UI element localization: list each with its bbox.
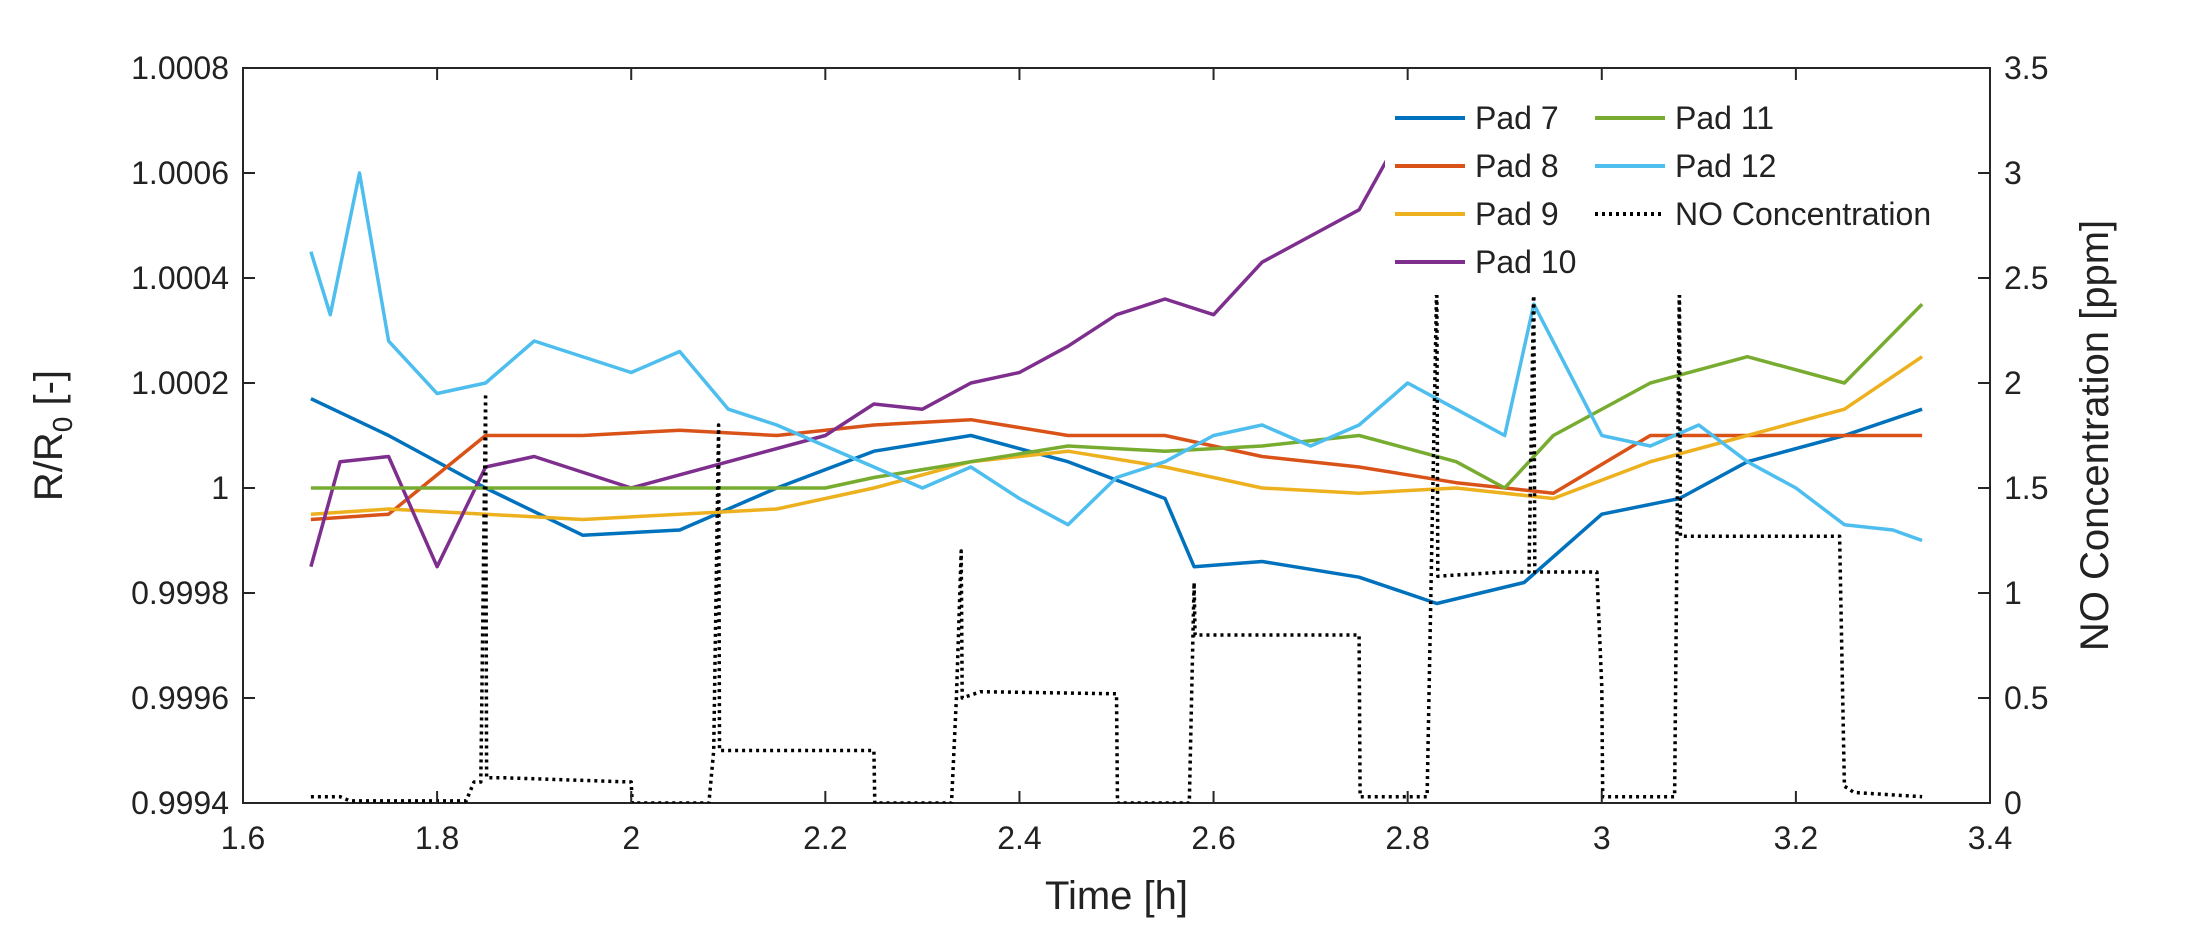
y-tick-label: 1.0004 [131,260,229,296]
x-tick-label: 2.6 [1191,820,1235,856]
y-tick-label: 1.0008 [131,50,229,86]
series-line-pad-12 [309,171,1923,543]
x-tick-label: 1.8 [415,820,459,856]
x-tick-label: 1.6 [221,820,265,856]
legend-label: Pad 12 [1675,148,1776,184]
legend: Pad 7 Pad 8 Pad 9 Pad 10 Pad 11 Pad 12 NO Conc… [1385,95,1970,295]
y-axis-label-suffix: [-] [27,370,71,417]
y2-tick-label: 1 [2004,575,2022,611]
y2-tick-label: 3 [2004,155,2022,191]
y-tick-label: 0.9996 [131,680,229,716]
legend-item-no-concentration: NO Concentration [1595,196,1931,232]
legend-item-pad-11: Pad 11 [1595,100,1774,136]
y2-tick-label: 2 [2004,365,2022,401]
y2-tick-label: 0 [2004,785,2022,821]
y-axis-label: R/R0 [-] [27,370,78,501]
x-tick-label: 2.8 [1385,820,1429,856]
legend-item-pad-12: Pad 12 [1595,148,1776,184]
y2-tick-label: 0.5 [2004,680,2048,716]
x-tick-label: 2.4 [997,820,1041,856]
x-tick-label: 3 [1593,820,1611,856]
legend-label: Pad 10 [1475,244,1576,280]
y-tick-label: 0.9998 [131,575,229,611]
series-line-pad-8 [310,417,1923,522]
x-tick-label: 2.2 [803,820,847,856]
y-tick-label: 1.0006 [131,155,229,191]
legend-item-pad-10: Pad 10 [1395,244,1576,280]
series-line-no-concentration [310,276,1923,803]
x-tick-label: 3.4 [1968,820,2012,856]
y-tick-label: 1.0002 [131,365,229,401]
series-line-pad-7 [310,397,1923,606]
legend-label: Pad 8 [1475,148,1559,184]
x-axis-label: Time [h] [1045,874,1188,918]
y-tick-label: 0.9994 [131,785,229,821]
series-line-pad-11 [310,302,1924,490]
legend-item-pad-8: Pad 8 [1395,148,1559,184]
y-axis-label-main: R/R [27,432,71,501]
legend-label: NO Concentration [1675,196,1931,232]
x-tick-label: 3.2 [1774,820,1818,856]
y-tick-label: 1 [211,470,229,506]
x-tick-label: 2 [622,820,640,856]
series-line-pad-9 [310,355,1924,522]
legend-label: Pad 9 [1475,196,1559,232]
series-line-pad-10 [309,155,1507,569]
legend-item-pad-9: Pad 9 [1395,196,1559,232]
legend-label: Pad 7 [1475,100,1559,136]
legend-item-pad-7: Pad 7 [1395,100,1559,136]
y-axis-label-subscript: 0 [47,417,78,433]
y2-tick-label: 1.5 [2004,470,2048,506]
series-layer [309,155,1924,803]
ticks-layer: 1.6 1.8 2 2.2 2.4 2.6 2.8 3 3.2 3.4 0.9994 0.9996 0.… [131,50,2048,856]
y2-tick-label: 2.5 [2004,260,2048,296]
y2-axis-label: NO Concentration [ppm] [2073,220,2117,651]
legend-label: Pad 11 [1675,100,1774,136]
legend-background [1385,95,1970,295]
y2-tick-label: 3.5 [2004,50,2048,86]
